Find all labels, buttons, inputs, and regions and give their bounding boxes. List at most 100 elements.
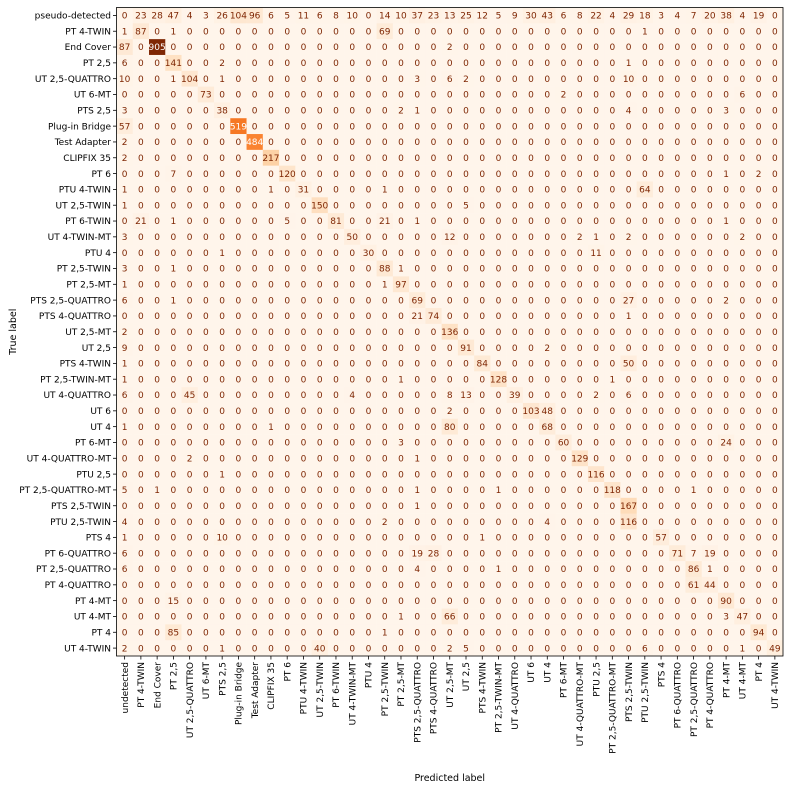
cell-value-label: 0 — [658, 170, 664, 180]
cell-value-label: 0 — [479, 613, 485, 623]
cell-value-label: 0 — [512, 107, 518, 117]
heatmap-cell — [392, 197, 410, 214]
cell-value-label: 0 — [707, 534, 713, 544]
cell-value-label: 0 — [171, 91, 177, 101]
cell-value-label: 0 — [609, 549, 615, 559]
heatmap-cell — [181, 213, 199, 230]
cell-value-label: 0 — [723, 59, 729, 69]
cell-value-label: 136 — [441, 328, 458, 338]
cell-value-label: 0 — [626, 454, 632, 464]
cell-value-label: 0 — [463, 296, 469, 306]
heatmap-cell — [214, 308, 231, 325]
heatmap-cell — [165, 197, 182, 214]
heatmap-cell — [311, 371, 329, 388]
heatmap-cell — [766, 70, 784, 87]
heatmap-cell — [604, 39, 621, 56]
heatmap-cell — [620, 7, 637, 24]
heatmap-cell — [425, 197, 442, 214]
cell-value-label: 0 — [284, 138, 290, 148]
cell-value-label: 0 — [187, 201, 193, 211]
cell-value-label: 0 — [171, 581, 177, 591]
cell-value-label: 0 — [577, 138, 583, 148]
cell-value-label: 0 — [593, 138, 599, 148]
cell-value-label: 6 — [122, 391, 128, 401]
cell-value-label: 0 — [707, 59, 713, 69]
heatmap-cell — [474, 244, 491, 261]
heatmap-cell — [685, 70, 703, 87]
heatmap-cell — [230, 165, 247, 182]
cell-value-label: 74 — [428, 312, 440, 322]
cell-value-label: 0 — [658, 597, 664, 607]
cell-value-label: 0 — [187, 644, 193, 654]
cell-value-label: 0 — [154, 280, 160, 290]
cell-value-label: 0 — [349, 613, 355, 623]
cell-value-label: 0 — [723, 27, 729, 37]
cell-value-label: 0 — [479, 391, 485, 401]
cell-value-label: 0 — [528, 233, 534, 243]
heatmap-cell — [360, 213, 377, 230]
cell-value-label: 0 — [284, 186, 290, 196]
heatmap-cell — [669, 134, 686, 151]
cell-value-label: 0 — [414, 375, 420, 385]
cell-value-label: 0 — [284, 375, 290, 385]
heatmap-cell — [165, 276, 182, 293]
cell-value-label: 0 — [593, 75, 599, 85]
heatmap-cell — [214, 292, 231, 309]
cell-value-label: 37 — [412, 12, 423, 22]
heatmap-cell — [181, 134, 199, 151]
cell-value-label: 0 — [447, 470, 453, 480]
cell-value-label: 0 — [674, 249, 680, 259]
cell-value-label: 0 — [609, 233, 615, 243]
heatmap-cell — [571, 102, 589, 119]
cell-value-label: 7 — [691, 549, 697, 559]
heatmap-cell — [457, 371, 475, 388]
cell-value-label: 0 — [723, 375, 729, 385]
cell-value-label: 0 — [138, 265, 144, 275]
cell-value-label: 0 — [544, 502, 550, 512]
y-tick-label: UT 2,5-TWIN — [56, 201, 111, 211]
heatmap-cell — [132, 213, 150, 230]
heatmap-cell — [766, 149, 784, 166]
heatmap-cell — [116, 181, 134, 198]
cell-value-label: 0 — [626, 581, 632, 591]
cell-value-label: 6 — [447, 75, 453, 85]
cell-value-label: 0 — [544, 439, 550, 449]
cell-value-label: 0 — [171, 391, 177, 401]
cell-value-label: 0 — [122, 170, 128, 180]
cell-value-label: 0 — [398, 454, 404, 464]
heatmap-cell — [409, 387, 426, 404]
cell-value-label: 0 — [203, 407, 209, 417]
cell-value-label: 0 — [236, 502, 242, 512]
cell-value-label: 1 — [382, 186, 388, 196]
cell-value-label: 3 — [414, 75, 420, 85]
cell-value-label: 0 — [561, 328, 567, 338]
heatmap-cell — [116, 244, 134, 261]
cell-value-label: 5 — [284, 12, 290, 22]
cell-value-label: 0 — [496, 233, 502, 243]
heatmap-cell — [149, 23, 166, 40]
cell-value-label: 0 — [674, 375, 680, 385]
cell-value-label: 0 — [268, 597, 274, 607]
x-tick-label: Test Adapter — [251, 662, 261, 720]
heatmap-cell — [344, 39, 361, 56]
heatmap-cell — [311, 181, 329, 198]
cell-value-label: 0 — [691, 75, 697, 85]
heatmap-cell — [295, 181, 312, 198]
cell-value-label: 0 — [463, 122, 469, 132]
cell-value-label: 3 — [723, 107, 729, 117]
heatmap-cell — [262, 355, 280, 372]
heatmap-cell — [376, 228, 394, 246]
heatmap-cell — [522, 7, 540, 24]
cell-value-label: 0 — [301, 43, 307, 53]
heatmap-cell — [360, 86, 377, 103]
cell-value-label: 0 — [544, 122, 550, 132]
cell-value-label: 0 — [366, 423, 372, 433]
heatmap-cell — [165, 371, 182, 388]
cell-value-label: 0 — [138, 375, 144, 385]
cell-value-label: 0 — [284, 423, 290, 433]
cell-value-label: 0 — [333, 565, 339, 575]
heatmap-cell — [571, 260, 589, 277]
heatmap-cell — [539, 23, 556, 40]
heatmap-cell — [750, 134, 768, 151]
cell-value-label: 905 — [149, 43, 166, 53]
